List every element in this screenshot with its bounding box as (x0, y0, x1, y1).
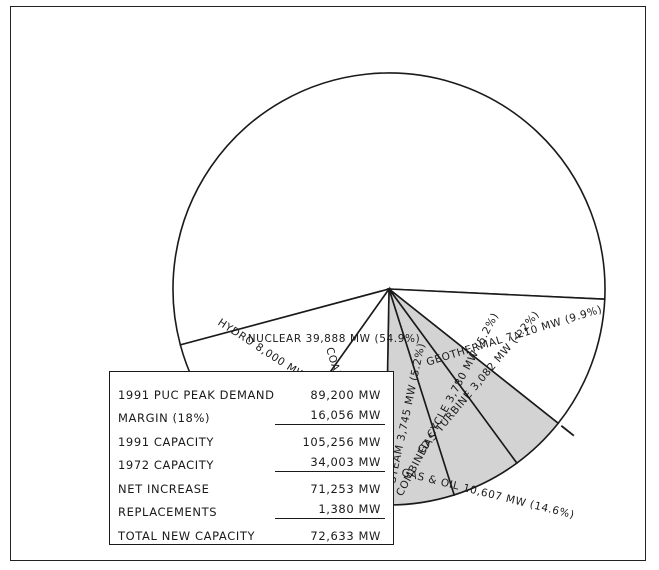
row-value: 1,380 MW (275, 502, 385, 519)
table-row: 1991 PUC PEAK DEMAND 89,200 MW (118, 378, 385, 402)
row-label: REPLACEMENTS (118, 505, 218, 519)
row-value: 34,003 MW (275, 455, 385, 472)
row-label: 1991 PUC PEAK DEMAND (118, 387, 275, 402)
row-value: 71,253 MW (310, 481, 381, 496)
row-value: 72,633 MW (310, 528, 381, 543)
row-label: 1972 CAPACITY (118, 458, 214, 472)
table-row: REPLACEMENTS 1,380 MW (118, 496, 385, 519)
pie-slice-nuclear (172, 72, 606, 346)
row-label: MARGIN (18%) (118, 411, 211, 425)
table-row: TOTAL NEW CAPACITY 72,633 MW (118, 519, 385, 543)
pie-slice-geothermal (386, 288, 606, 425)
table-row: NET INCREASE 71,253 MW (118, 472, 385, 496)
row-label: 1991 CAPACITY (118, 434, 214, 449)
table-row: 1991 CAPACITY 105,256 MW (118, 425, 385, 449)
table-row: MARGIN (18%) 16,056 MW (118, 402, 385, 425)
row-label: TOTAL NEW CAPACITY (118, 528, 256, 543)
group-bracket-end (560, 425, 575, 437)
table-row: 1972 CAPACITY 34,003 MW (118, 449, 385, 472)
row-label: NET INCREASE (118, 481, 210, 496)
figure-frame: NUCLEAR 39,888 MW (54.9%) GEOTHERMAL 7,21… (10, 6, 646, 561)
row-value: 16,056 MW (275, 408, 385, 425)
row-value: 89,200 MW (310, 387, 381, 402)
row-value: 105,256 MW (302, 434, 381, 449)
slice-label: NUCLEAR 39,888 MW (54.9%) (248, 333, 421, 345)
summary-table: 1991 PUC PEAK DEMAND 89,200 MW MARGIN (1… (109, 371, 394, 545)
